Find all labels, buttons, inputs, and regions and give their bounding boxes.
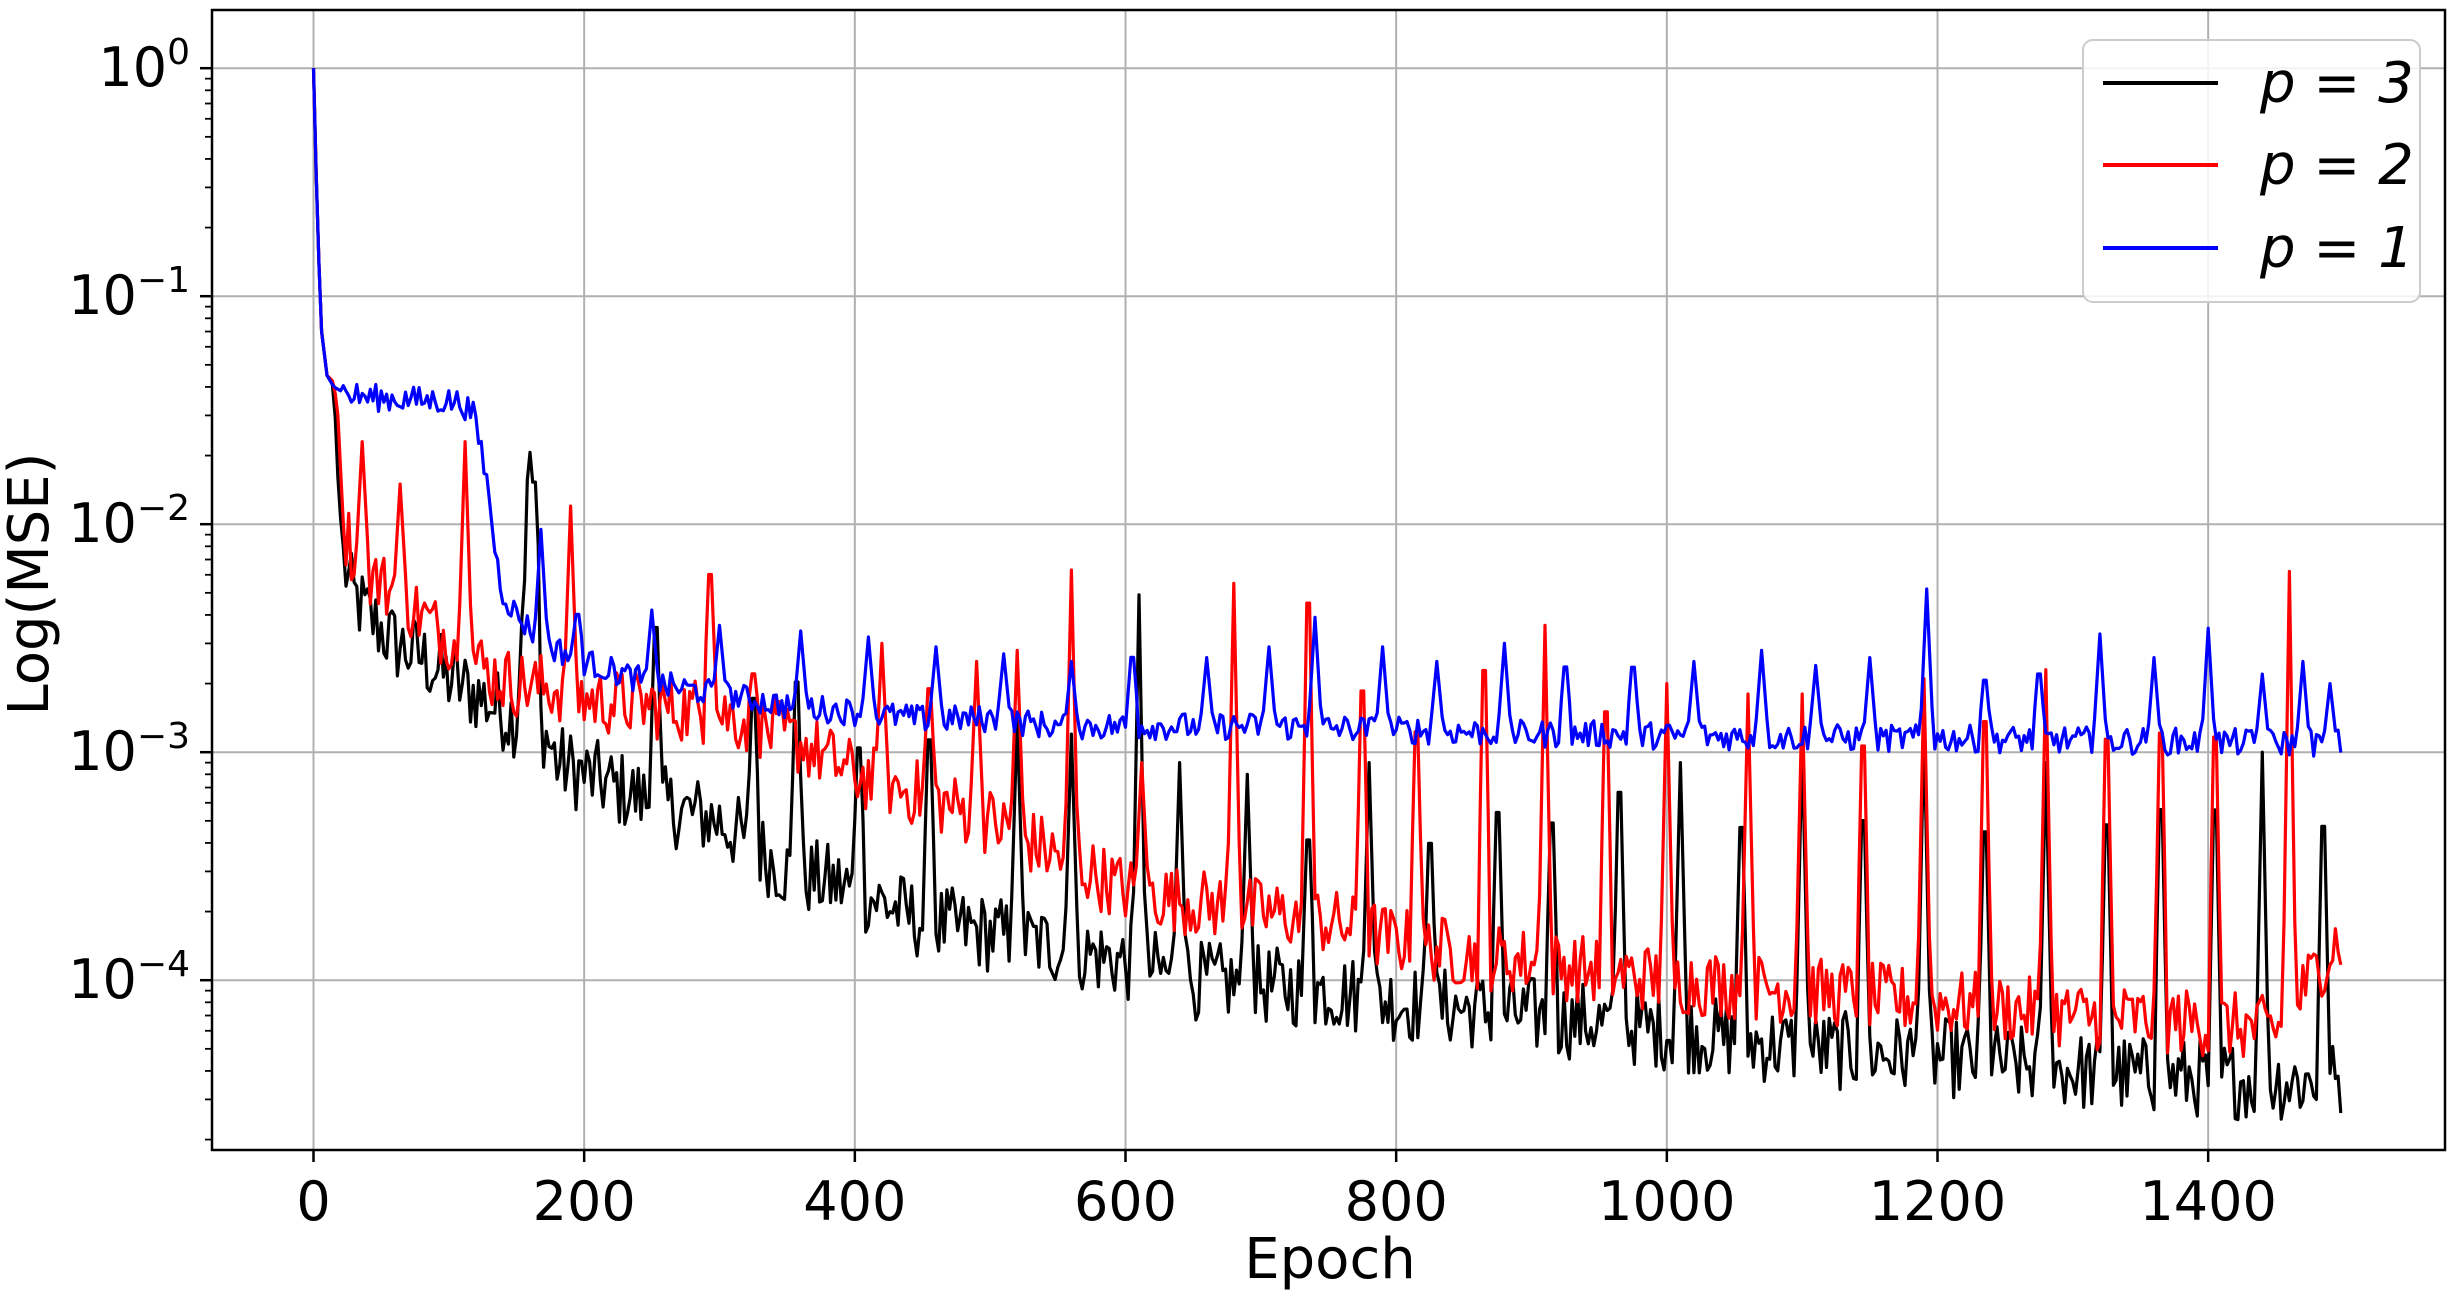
y-tick-label: 100: [98, 32, 190, 99]
x-tick-label: 400: [803, 1170, 906, 1233]
series-layer: [311, 68, 2343, 1122]
legend-label: p = 2: [2259, 133, 2414, 198]
legend-entry: p = 3: [2103, 51, 2414, 116]
x-ticks: 0 200 400 600 800 1000 1200 1400: [296, 1150, 2277, 1233]
y-tick-label: 10−2: [68, 488, 190, 555]
legend-entry: p = 1: [2103, 216, 2414, 281]
y-ticks: 100 10−1 10−2 10−3 10−4: [68, 32, 212, 1141]
x-tick-label: 1200: [1869, 1170, 2006, 1233]
x-tick-label: 1400: [2139, 1170, 2276, 1233]
y-tick-label: 10−3: [68, 716, 190, 783]
series-line-1: [311, 68, 2343, 1058]
legend-label: p = 1: [2259, 216, 2414, 281]
y-axis-label: Log(MSE): [0, 453, 62, 716]
legend-label: p = 3: [2259, 51, 2414, 116]
x-tick-label: 1000: [1598, 1170, 1735, 1233]
x-tick-label: 0: [296, 1170, 330, 1233]
x-tick-label: 600: [1074, 1170, 1177, 1233]
x-axis-label: Epoch: [1244, 1227, 1415, 1292]
legend-box: [2082, 39, 2421, 303]
legend-entry: p = 2: [2103, 133, 2414, 198]
x-tick-label: 800: [1345, 1170, 1448, 1233]
x-tick-label: 200: [533, 1170, 636, 1233]
plot-frame: [210, 8, 2447, 1152]
legend: p = 3 p = 2 p = 1: [2082, 39, 2421, 303]
y-tick-label: 10−1: [68, 260, 190, 327]
series-line-0: [311, 68, 2343, 1122]
y-tick-label: 10−4: [68, 944, 190, 1011]
series-line-2: [311, 68, 2343, 758]
